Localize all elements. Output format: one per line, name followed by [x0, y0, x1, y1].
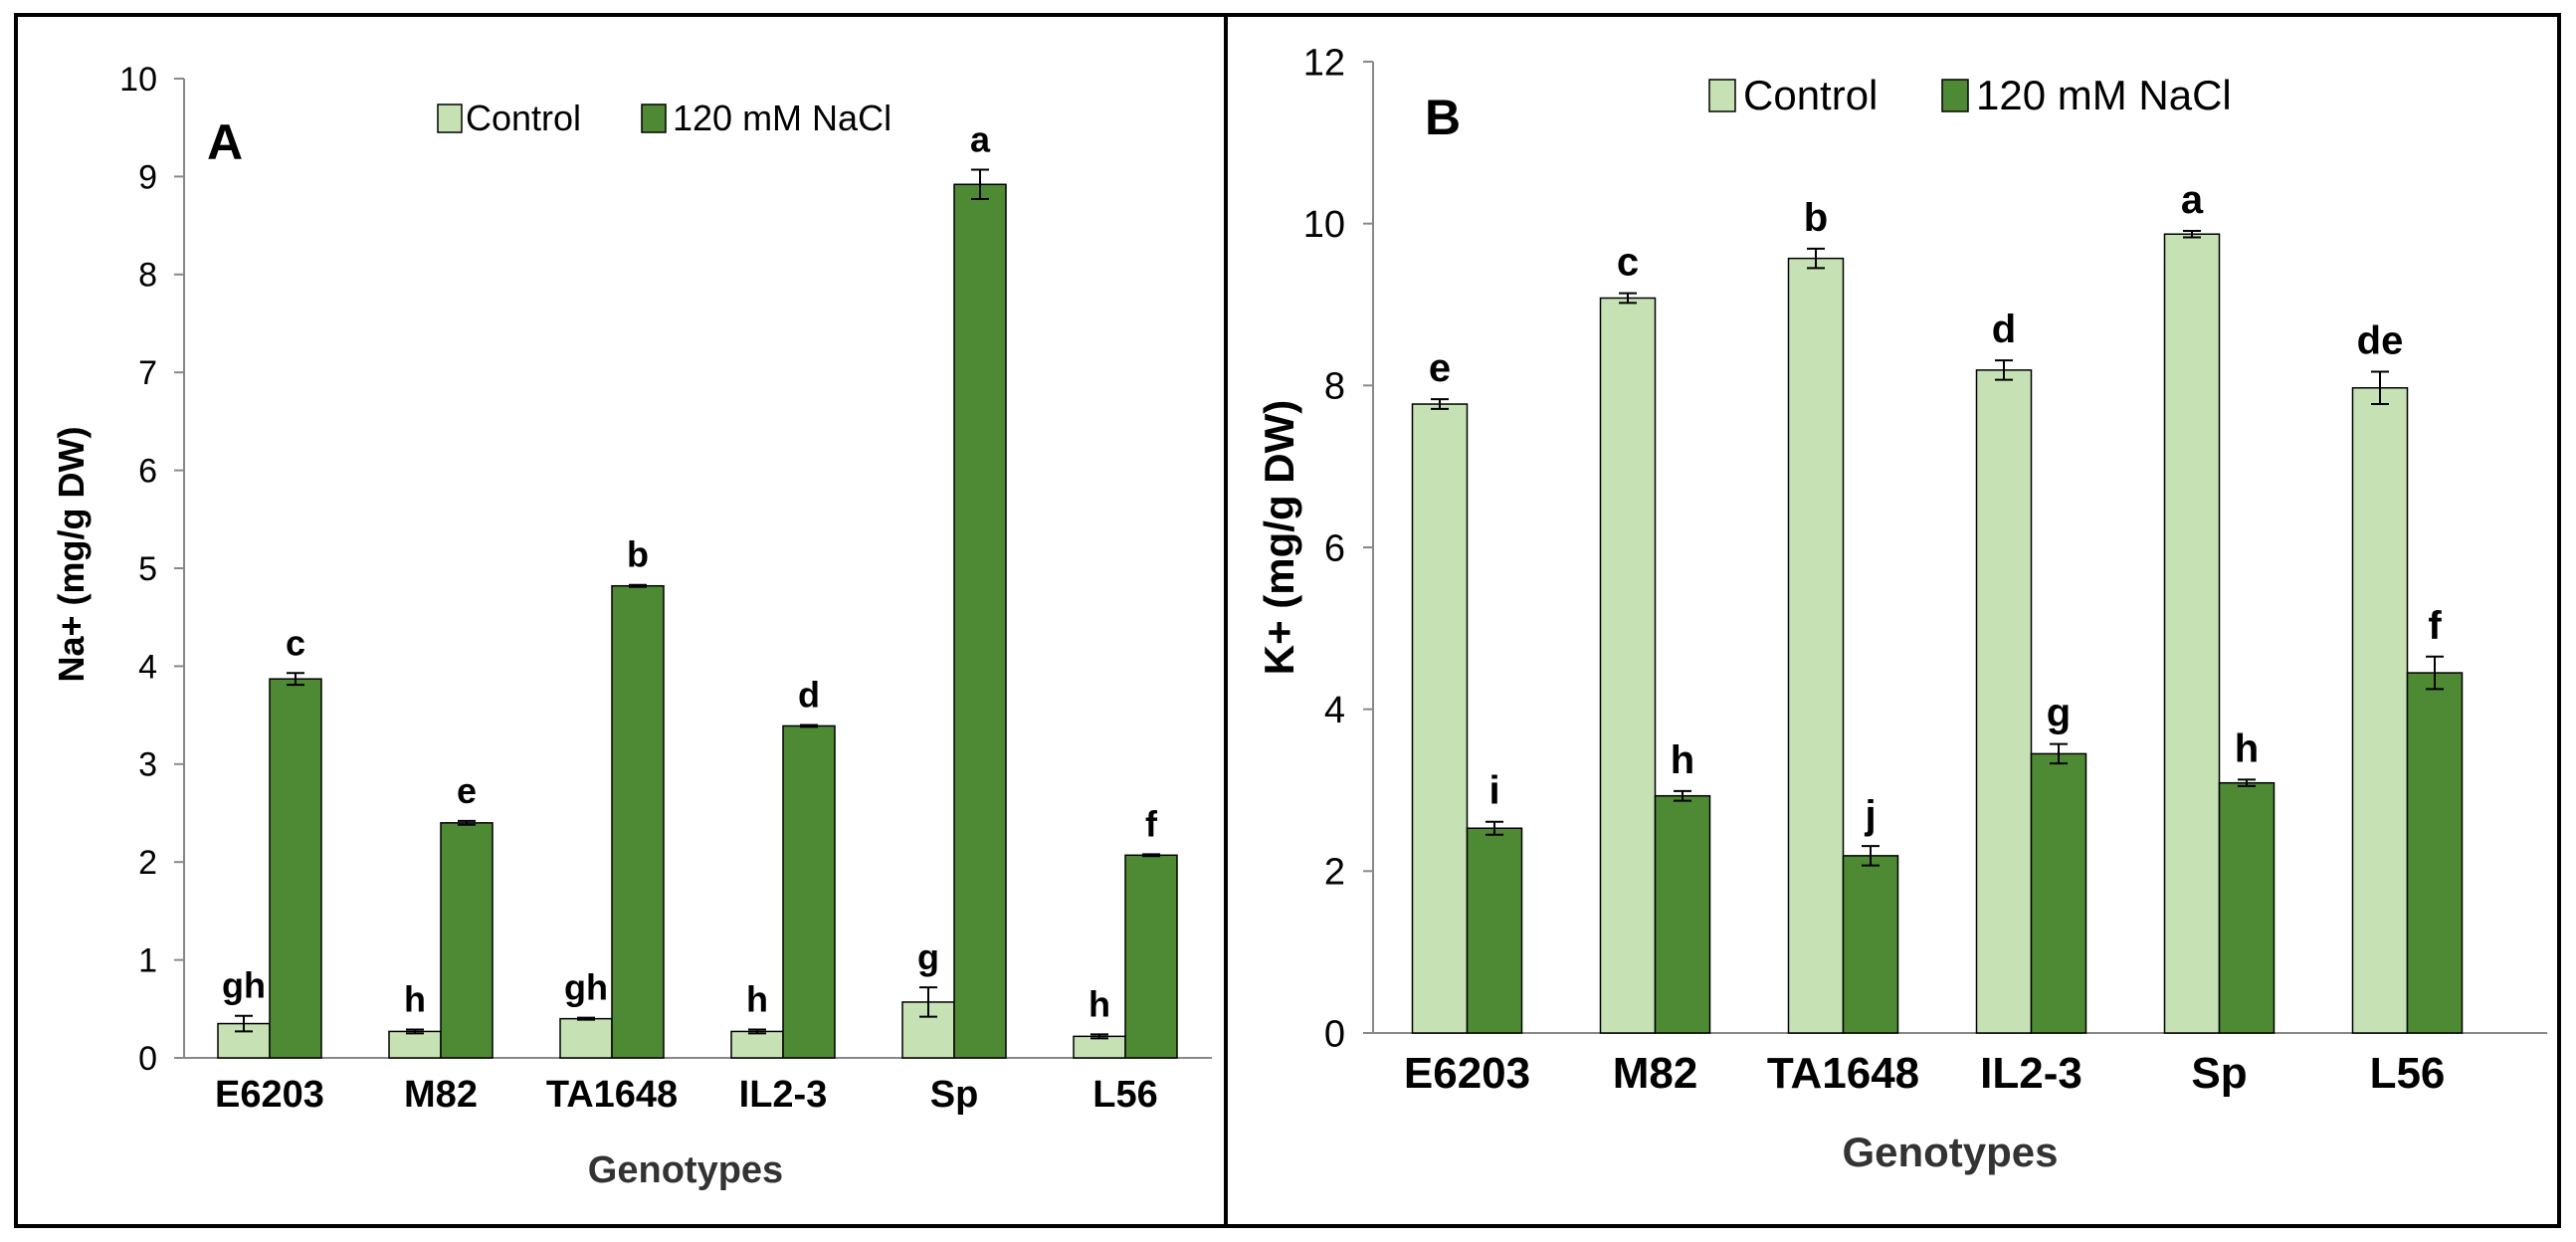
y-tick-label-a-5: 5: [138, 550, 157, 588]
bar-b-nacl-3: [2030, 752, 2087, 1034]
bar-b-control-4: [2163, 233, 2221, 1034]
category-label-a-2: TA1648: [546, 1074, 678, 1116]
category-label-b-0: E6203: [1404, 1049, 1530, 1098]
y-tick-label-b-5: 10: [1303, 204, 1345, 246]
sig-letter-b-0-3: d: [1992, 308, 2016, 351]
sig-letter-a-1-3: d: [798, 674, 820, 715]
sig-letter-b-0-5: de: [2357, 319, 2404, 363]
y-axis-label-a: Na+ (mg/g DW): [51, 427, 92, 683]
legend-b: Control 120 mM NaCl: [1708, 72, 2232, 118]
legend-swatch-control-b: [1708, 79, 1736, 112]
sig-letter-a-0-3: h: [746, 978, 768, 1019]
sig-letter-b-1-5: f: [2428, 604, 2442, 648]
sig-letter-b-0-4: a: [2181, 178, 2204, 222]
bar-a-nacl-5: [1124, 854, 1178, 1059]
bar-b-nacl-4: [2218, 781, 2276, 1034]
y-tick-label-b-3: 6: [1324, 527, 1345, 569]
bar-a-nacl-1: [440, 822, 494, 1059]
category-label-b-2: TA1648: [1767, 1049, 1919, 1098]
bar-a-nacl-4: [953, 183, 1007, 1059]
sig-letter-a-0-5: h: [1089, 983, 1110, 1024]
x-axis-label-a: Genotypes: [588, 1149, 783, 1191]
sig-letter-a-1-0: c: [286, 622, 305, 663]
sig-letter-b-1-2: j: [1864, 793, 1876, 837]
y-tick-label-b-1: 2: [1324, 852, 1345, 894]
sig-letter-b-0-0: e: [1429, 346, 1451, 390]
category-label-a-3: IL2-3: [739, 1074, 828, 1116]
bar-b-control-5: [2351, 387, 2409, 1034]
bar-b-nacl-2: [1842, 855, 1899, 1034]
y-tick-label-a-0: 0: [138, 1040, 157, 1078]
category-label-a-0: E6203: [215, 1074, 324, 1116]
bar-a-control-1: [388, 1030, 442, 1059]
sig-letter-a-1-1: e: [457, 770, 477, 811]
y-axis-label-b: K+ (mg/g DW): [1256, 400, 1302, 675]
legend-label-nacl-b: 120 mM NaCl: [1976, 72, 2232, 118]
y-tick-label-a-7: 7: [138, 354, 157, 392]
bar-b-nacl-0: [1466, 827, 1523, 1034]
bar-a-nacl-3: [782, 724, 836, 1059]
y-tick-label-a-8: 8: [138, 257, 157, 295]
bar-a-control-5: [1073, 1035, 1126, 1059]
y-tick-label-b-6: 12: [1303, 42, 1345, 84]
panel-b: B Control 120 mM NaCl 0 2 4 6 8 10 12 e i c h b j d g…: [1256, 42, 2547, 1175]
y-tick-label-a-6: 6: [138, 453, 157, 491]
panel-label-a: A: [207, 114, 243, 170]
panel-label-b: B: [1425, 90, 1461, 145]
category-label-a-5: L56: [1092, 1074, 1157, 1116]
sig-letter-a-0-4: g: [917, 936, 939, 977]
legend-swatch-nacl-b: [1941, 79, 1969, 112]
sig-letter-b-0-2: b: [1804, 196, 1828, 240]
category-label-b-1: M82: [1613, 1049, 1698, 1098]
sig-letter-b-0-1: c: [1617, 241, 1639, 285]
legend-swatch-control-a: [437, 104, 463, 133]
sig-letter-b-1-4: h: [2235, 726, 2259, 770]
bar-b-nacl-5: [2406, 672, 2464, 1034]
x-axis-label-b: Genotypes: [1842, 1129, 2058, 1175]
y-tick-label-a-4: 4: [138, 648, 157, 686]
sig-letter-a-0-1: h: [404, 978, 426, 1019]
y-tick-label-a-1: 1: [138, 942, 157, 980]
bar-a-nacl-2: [611, 584, 665, 1059]
sig-letter-b-1-0: i: [1488, 769, 1499, 813]
y-tick-label-a-2: 2: [138, 844, 157, 882]
sig-letter-a-0-2: gh: [564, 967, 608, 1008]
legend-label-nacl-a: 120 mM NaCl: [673, 98, 892, 138]
y-tick-label-a-3: 3: [138, 746, 157, 784]
sig-letter-a-1-2: b: [627, 534, 649, 575]
bar-b-control-2: [1787, 257, 1845, 1034]
sig-letter-b-1-1: h: [1671, 738, 1694, 782]
bar-a-control-3: [730, 1030, 784, 1059]
bar-b-nacl-1: [1654, 794, 1711, 1034]
legend-a: Control 120 mM NaCl: [437, 98, 892, 138]
bar-b-control-3: [1975, 369, 2033, 1034]
category-label-b-3: IL2-3: [1980, 1049, 2082, 1098]
bar-b-control-0: [1411, 403, 1469, 1034]
figure-border: [14, 13, 2561, 1228]
category-label-a-1: M82: [404, 1074, 478, 1116]
bar-a-nacl-0: [269, 678, 322, 1059]
legend-label-control-a: Control: [466, 98, 581, 138]
sig-letter-b-1-3: g: [2047, 692, 2071, 735]
sig-letter-a-1-4: a: [970, 119, 991, 160]
sig-letter-a-1-5: f: [1145, 803, 1158, 844]
legend-label-control-b: Control: [1743, 72, 1878, 118]
category-label-a-4: Sp: [930, 1074, 979, 1116]
y-tick-label-b-0: 0: [1324, 1013, 1345, 1055]
category-label-b-5: L56: [2370, 1049, 2446, 1098]
y-tick-label-b-4: 8: [1324, 366, 1345, 408]
bar-b-control-1: [1599, 297, 1657, 1034]
sig-letter-a-0-0: gh: [222, 965, 266, 1006]
legend-swatch-nacl-a: [641, 104, 667, 133]
category-label-b-4: Sp: [2191, 1049, 2247, 1098]
y-tick-label-a-9: 9: [138, 158, 157, 196]
y-tick-label-a-10: 10: [119, 61, 157, 99]
bar-a-control-2: [559, 1017, 613, 1059]
y-tick-label-b-2: 4: [1324, 690, 1345, 731]
